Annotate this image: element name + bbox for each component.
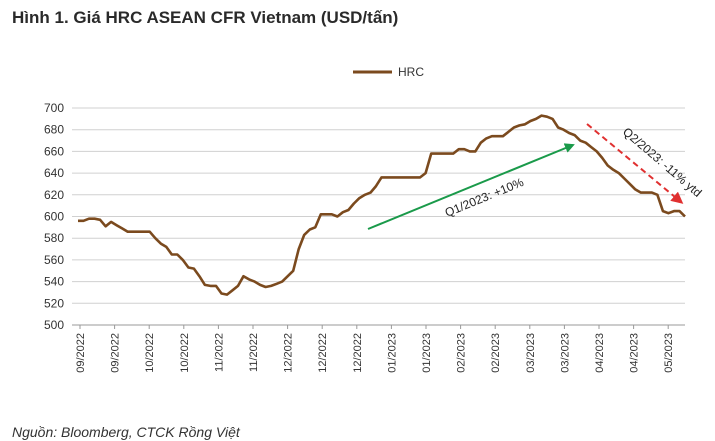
y-tick-label: 560: [44, 253, 64, 267]
x-tick-label: 11/2022: [248, 333, 260, 372]
x-tick-label: 09/2022: [110, 333, 122, 373]
x-tick-label: 04/2023: [594, 333, 606, 373]
x-tick-label: 12/2022: [283, 333, 295, 373]
legend-label-hrc: HRC: [398, 65, 424, 79]
y-tick-label: 500: [44, 318, 64, 332]
y-tick-label: 520: [44, 296, 64, 310]
x-tick-label: 05/2023: [663, 333, 675, 373]
x-axis-ticks: 09/2022 09/2022 10/2022 10/2022 11/2022 11/20…: [75, 325, 675, 373]
x-tick-label: 12/2022: [317, 333, 329, 373]
q2-arrow: [586, 123, 684, 204]
y-tick-label: 700: [44, 101, 64, 115]
x-tick-label: 03/2023: [559, 333, 571, 373]
q1-arrow: [367, 143, 575, 230]
y-tick-label: 620: [44, 188, 64, 202]
y-axis-ticks: 500 520 540 560 580 600 620 640 660 680 700: [44, 101, 64, 332]
x-tick-label: 01/2023: [386, 333, 398, 373]
y-tick-label: 680: [44, 123, 64, 137]
y-tick-label: 600: [44, 210, 64, 224]
y-tick-label: 640: [44, 166, 64, 180]
x-tick-label: 10/2022: [144, 333, 156, 373]
x-tick-label: 09/2022: [75, 333, 87, 373]
x-tick-label: 02/2023: [456, 333, 468, 373]
x-tick-label: 04/2023: [629, 333, 641, 373]
legend: HRC: [353, 65, 424, 79]
x-tick-label: 10/2022: [179, 333, 191, 373]
chart-title: Hình 1. Giá HRC ASEAN CFR Vietnam (USD/t…: [12, 8, 399, 27]
x-tick-label: 02/2023: [490, 333, 502, 373]
y-tick-label: 660: [44, 144, 64, 158]
x-tick-label: 11/2022: [213, 333, 225, 372]
grid-lines: [72, 107, 685, 326]
x-tick-label: 12/2022: [352, 333, 364, 373]
source-note: Nguồn: Bloomberg, CTCK Rồng Việt: [12, 424, 240, 440]
x-tick-label: 03/2023: [525, 333, 537, 373]
series-line-hrc: [78, 114, 686, 296]
y-tick-label: 540: [44, 275, 64, 289]
x-tick-label: 01/2023: [421, 333, 433, 373]
y-tick-label: 580: [44, 231, 64, 245]
